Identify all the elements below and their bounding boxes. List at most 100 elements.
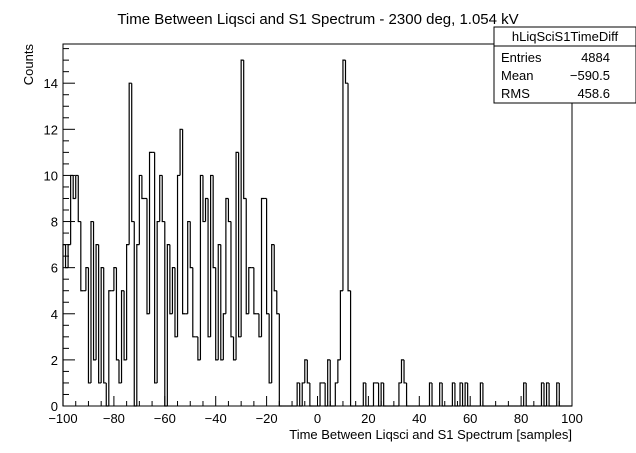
histogram-bin	[230, 221, 234, 338]
histogram-bin	[327, 359, 331, 406]
x-tick-label: −60	[154, 411, 176, 426]
histogram-bin	[543, 382, 547, 407]
histogram-bin	[299, 382, 303, 407]
stats-rms-label: RMS	[501, 86, 530, 101]
histogram-bin	[461, 382, 466, 407]
histogram-bin	[238, 152, 242, 338]
histogram-bin	[380, 382, 384, 406]
histogram-bin	[87, 267, 91, 384]
histogram-bin	[217, 243, 221, 360]
histogram-bin	[347, 83, 351, 292]
x-axis-ticks: −100 −80 −60 −40 −20 0 20 40 60 80 100	[48, 396, 583, 426]
stats-entries-value: 4884	[581, 50, 610, 65]
histogram-bin	[80, 221, 84, 292]
x-tick-label: 60	[463, 411, 477, 426]
x-tick-label: −100	[48, 411, 77, 426]
histogram-bin	[276, 290, 280, 315]
histogram-bin	[100, 267, 104, 383]
x-axis-label: Time Between Liqsci and S1 Spectrum [sam…	[289, 427, 572, 442]
histogram-bin	[72, 175, 76, 200]
histogram-bin	[159, 174, 163, 222]
histogram-bin	[296, 382, 300, 406]
histogram-bin	[464, 382, 468, 406]
stats-mean-label: Mean	[501, 68, 534, 83]
histogram-bin	[439, 382, 443, 406]
histogram-bin	[451, 382, 455, 406]
histogram-bin	[85, 267, 89, 291]
histogram-bin	[103, 267, 107, 384]
stats-entries-label: Entries	[501, 50, 542, 65]
histogram-bin	[202, 175, 206, 223]
histogram-bin	[98, 244, 102, 384]
histogram-bin	[459, 382, 463, 406]
histogram-bin	[220, 244, 224, 361]
histogram-bin	[377, 382, 382, 407]
histogram-bin	[138, 174, 142, 245]
histogram-bin	[304, 359, 308, 383]
histogram-bin	[232, 336, 237, 361]
histogram-bin	[240, 59, 244, 337]
histogram-bin	[105, 382, 109, 407]
histogram-bin	[266, 198, 270, 315]
histogram-bin	[179, 128, 183, 176]
histogram-bin	[324, 382, 328, 407]
y-axis-label: Counts	[21, 44, 36, 86]
y-axis-ticks: 0 2 4 6 8 10 12 14	[44, 48, 75, 414]
histogram-bin	[92, 221, 97, 361]
stats-histogram-name: hLiqSciS1TimeDiff	[512, 29, 619, 44]
y-tick-label: 8	[51, 215, 58, 230]
y-tick-label: 2	[51, 353, 58, 368]
histogram-bin	[545, 382, 550, 406]
x-tick-label: −40	[205, 411, 227, 426]
histogram-bin	[235, 151, 239, 360]
histogram-bin	[115, 267, 119, 361]
histogram-bin	[126, 243, 130, 360]
histogram-bin	[148, 151, 153, 314]
histogram-bin	[548, 382, 552, 407]
histogram-bin	[400, 359, 405, 383]
histogram-bin	[174, 267, 178, 338]
x-tick-label: 20	[361, 411, 375, 426]
histogram-bin	[187, 220, 191, 314]
x-tick-label: 100	[561, 411, 583, 426]
histogram-bin	[95, 243, 99, 360]
histogram-bin	[154, 152, 158, 384]
histogram-bin	[161, 175, 165, 223]
histogram-bin	[260, 197, 265, 337]
histogram-bin	[176, 174, 181, 337]
histogram-bin	[556, 382, 560, 406]
histogram-bin	[199, 174, 203, 360]
histogram-bin	[204, 197, 209, 222]
y-tick-label: 0	[51, 399, 58, 414]
histogram-bin	[212, 175, 216, 269]
histogram-bin	[398, 382, 402, 406]
histogram-bin	[337, 359, 341, 383]
histogram-bin	[108, 290, 112, 406]
histogram-bin	[365, 382, 369, 407]
histogram-bin	[349, 290, 354, 407]
histogram-bin	[362, 382, 366, 406]
histogram-bin	[329, 359, 333, 407]
chart-title: Time Between Liqsci and S1 Spectrum - 23…	[117, 11, 518, 28]
y-tick-label: 10	[44, 168, 58, 183]
histogram-bin	[467, 382, 471, 407]
stats-rms-value: 458.6	[577, 86, 610, 101]
histogram-bin	[253, 267, 257, 315]
histogram-bin	[306, 359, 310, 384]
histogram-bin	[123, 290, 127, 361]
y-tick-label: 14	[44, 76, 58, 91]
histogram-bin	[227, 198, 231, 223]
histogram-bin	[146, 198, 150, 315]
x-tick-label: −20	[256, 411, 278, 426]
x-tick-label: 80	[514, 411, 528, 426]
histogram-bin	[309, 382, 313, 407]
histogram-bin	[428, 382, 433, 406]
histogram-bin	[77, 175, 81, 223]
histogram-bin	[131, 83, 135, 223]
histogram-bin	[215, 267, 219, 361]
y-tick-label: 6	[51, 261, 58, 276]
y-tick-label: 4	[51, 307, 58, 322]
x-tick-label: −80	[103, 411, 125, 426]
histogram-bin	[525, 382, 529, 407]
histogram-bin	[268, 313, 272, 384]
